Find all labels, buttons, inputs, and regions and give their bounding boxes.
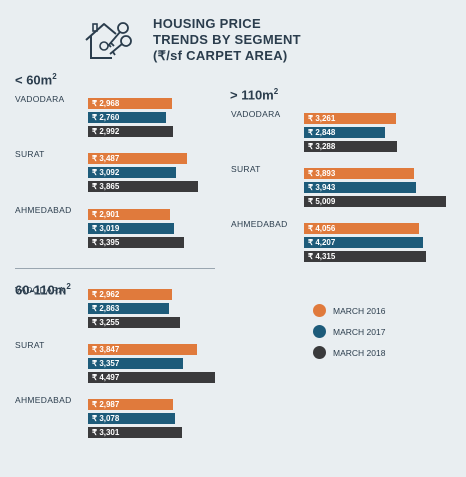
bar-60-110-ahmedabad-2017: ₹ 3,078	[88, 413, 175, 424]
house-with-keys-icon	[85, 22, 132, 59]
city-label-over-110-ahmedabad: AHMEDABAD	[231, 219, 288, 229]
legend-swatch-2016	[313, 304, 326, 317]
chart-title: HOUSING PRICE TRENDS BY SEGMENT (₹/sf CA…	[153, 16, 353, 64]
bar-over-110-ahmedabad-2016: ₹ 4,056	[304, 223, 419, 234]
title-line-2: TRENDS BY SEGMENT	[153, 32, 301, 47]
city-label-under-60-surat: SURAT	[15, 149, 45, 159]
segment-title-60-110: 60-110m2	[15, 282, 71, 298]
title-line-3: (₹/sf CARPET AREA)	[153, 48, 288, 63]
bar-under-60-ahmedabad-2018: ₹ 3,395	[88, 237, 184, 248]
bar-60-110-vadodara-2018: ₹ 3,255	[88, 317, 180, 328]
bar-over-110-ahmedabad-2018: ₹ 4,315	[304, 251, 426, 262]
bar-60-110-ahmedabad-2018: ₹ 3,301	[88, 427, 182, 438]
city-label-60-110-ahmedabad: AHMEDABAD	[15, 395, 72, 405]
bar-over-110-surat-2017: ₹ 3,943	[304, 182, 416, 193]
bar-60-110-ahmedabad-2016: ₹ 2,987	[88, 399, 173, 410]
bar-over-110-surat-2016: ₹ 3,893	[304, 168, 414, 179]
bar-over-110-vadodara-2018: ₹ 3,288	[304, 141, 397, 152]
bar-over-110-vadodara-2016: ₹ 3,261	[304, 113, 396, 124]
bar-under-60-ahmedabad-2016: ₹ 2,901	[88, 209, 170, 220]
city-label-under-60-ahmedabad: AHMEDABAD	[15, 205, 72, 215]
bar-under-60-ahmedabad-2017: ₹ 3,019	[88, 223, 174, 234]
bar-under-60-vadodara-2017: ₹ 2,760	[88, 112, 166, 123]
segment-title-under-60: < 60m2	[15, 72, 57, 88]
legend-label-2017: MARCH 2017	[333, 327, 386, 337]
bar-under-60-surat-2016: ₹ 3,487	[88, 153, 187, 164]
bar-under-60-vadodara-2016: ₹ 2,968	[88, 98, 172, 109]
bar-60-110-surat-2017: ₹ 3,357	[88, 358, 183, 369]
legend-swatch-2018	[313, 346, 326, 359]
city-label-over-110-vadodara: VADODARA	[231, 109, 281, 119]
city-label-60-110-vadodara: VADODARA	[15, 285, 65, 295]
legend-label-2018: MARCH 2018	[333, 348, 386, 358]
bar-60-110-surat-2016: ₹ 3,847	[88, 344, 197, 355]
legend-swatch-2017	[313, 325, 326, 338]
bar-over-110-ahmedabad-2017: ₹ 4,207	[304, 237, 423, 248]
legend-label-2016: MARCH 2016	[333, 306, 386, 316]
segment-divider	[15, 268, 215, 269]
city-label-under-60-vadodara: VADODARA	[15, 94, 65, 104]
bar-under-60-surat-2017: ₹ 3,092	[88, 167, 176, 178]
bar-60-110-surat-2018: ₹ 4,497	[88, 372, 215, 383]
bar-60-110-vadodara-2017: ₹ 2,863	[88, 303, 169, 314]
bar-under-60-surat-2018: ₹ 3,865	[88, 181, 198, 192]
bar-over-110-surat-2018: ₹ 5,009	[304, 196, 446, 207]
bar-under-60-vadodara-2018: ₹ 2,992	[88, 126, 173, 137]
bar-over-110-vadodara-2017: ₹ 2,848	[304, 127, 385, 138]
bar-60-110-vadodara-2016: ₹ 2,962	[88, 289, 172, 300]
city-label-over-110-surat: SURAT	[231, 164, 261, 174]
segment-title-over-110: > 110m2	[230, 87, 279, 103]
city-label-60-110-surat: SURAT	[15, 340, 45, 350]
title-line-1: HOUSING PRICE	[153, 16, 261, 31]
